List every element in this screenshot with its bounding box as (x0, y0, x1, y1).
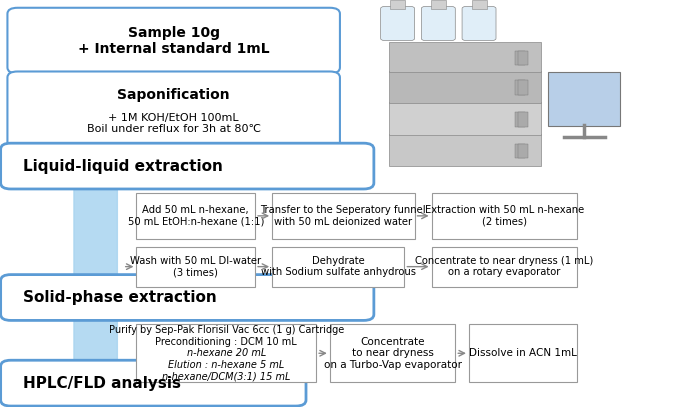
Polygon shape (60, 14, 131, 380)
Text: Liquid-liquid extraction: Liquid-liquid extraction (23, 159, 223, 173)
FancyBboxPatch shape (390, 0, 405, 9)
FancyBboxPatch shape (518, 81, 528, 95)
Text: Dissolve in ACN 1mL: Dissolve in ACN 1mL (469, 348, 577, 358)
FancyBboxPatch shape (389, 71, 542, 103)
Text: Saponification: Saponification (118, 88, 230, 102)
Text: Concentrate to near dryness (1 mL)
on a rotary evaporator: Concentrate to near dryness (1 mL) on a … (415, 256, 594, 278)
Text: Concentrate
to near dryness
on a Turbo-Vap evaporator: Concentrate to near dryness on a Turbo-V… (324, 337, 462, 370)
FancyBboxPatch shape (518, 51, 528, 65)
FancyBboxPatch shape (515, 144, 525, 158)
Text: + 1M KOH/EtOH 100mL
Boil under reflux for 3h at 80℃: + 1M KOH/EtOH 100mL Boil under reflux fo… (87, 113, 261, 134)
FancyBboxPatch shape (381, 7, 415, 40)
FancyBboxPatch shape (272, 193, 415, 239)
FancyBboxPatch shape (1, 360, 306, 406)
FancyBboxPatch shape (549, 72, 620, 127)
FancyBboxPatch shape (1, 143, 374, 189)
FancyBboxPatch shape (330, 324, 456, 382)
Text: Preconditioning : DCM 10 mL: Preconditioning : DCM 10 mL (155, 337, 297, 347)
FancyBboxPatch shape (136, 193, 255, 239)
FancyBboxPatch shape (469, 324, 577, 382)
Text: Add 50 mL n-hexane,
50 mL EtOH:n-hexane (1:1): Add 50 mL n-hexane, 50 mL EtOH:n-hexane … (127, 205, 264, 227)
FancyBboxPatch shape (462, 7, 496, 40)
FancyBboxPatch shape (421, 7, 456, 40)
FancyBboxPatch shape (389, 134, 542, 166)
Text: HPLC/FLD analysis: HPLC/FLD analysis (23, 376, 181, 391)
FancyBboxPatch shape (432, 247, 577, 287)
Text: n-hexane/DCM(3:1) 15 mL: n-hexane/DCM(3:1) 15 mL (162, 371, 291, 381)
FancyBboxPatch shape (136, 247, 255, 287)
FancyBboxPatch shape (389, 42, 542, 72)
FancyBboxPatch shape (136, 324, 316, 382)
FancyBboxPatch shape (272, 247, 404, 287)
Text: Wash with 50 mL DI-water
(3 times): Wash with 50 mL DI-water (3 times) (130, 256, 261, 278)
FancyBboxPatch shape (518, 112, 528, 127)
Text: Transfer to the Seperatory funnel
with 50 mL deionized water: Transfer to the Seperatory funnel with 5… (261, 205, 426, 227)
FancyBboxPatch shape (8, 72, 340, 149)
FancyBboxPatch shape (471, 0, 486, 9)
Text: Sample 10g
+ Internal standard 1mL: Sample 10g + Internal standard 1mL (78, 26, 269, 56)
FancyBboxPatch shape (432, 193, 577, 239)
Text: Purify by Sep-Pak Florisil Vac 6cc (1 g) Cartridge: Purify by Sep-Pak Florisil Vac 6cc (1 g)… (109, 325, 344, 335)
FancyBboxPatch shape (518, 144, 528, 158)
FancyBboxPatch shape (515, 51, 525, 65)
Text: Extraction with 50 mL n-hexane
(2 times): Extraction with 50 mL n-hexane (2 times) (425, 205, 584, 227)
FancyBboxPatch shape (389, 102, 542, 135)
Text: Solid-phase extraction: Solid-phase extraction (23, 290, 217, 305)
Text: Elution : n-hexane 5 mL: Elution : n-hexane 5 mL (168, 360, 285, 370)
Text: n-hexane 20 mL: n-hexane 20 mL (187, 348, 266, 358)
Text: Dehydrate
with Sodium sulfate anhydrous: Dehydrate with Sodium sulfate anhydrous (261, 256, 416, 278)
FancyBboxPatch shape (431, 0, 446, 9)
FancyBboxPatch shape (515, 112, 525, 127)
FancyBboxPatch shape (1, 275, 374, 320)
FancyBboxPatch shape (515, 81, 525, 95)
FancyBboxPatch shape (8, 8, 340, 74)
